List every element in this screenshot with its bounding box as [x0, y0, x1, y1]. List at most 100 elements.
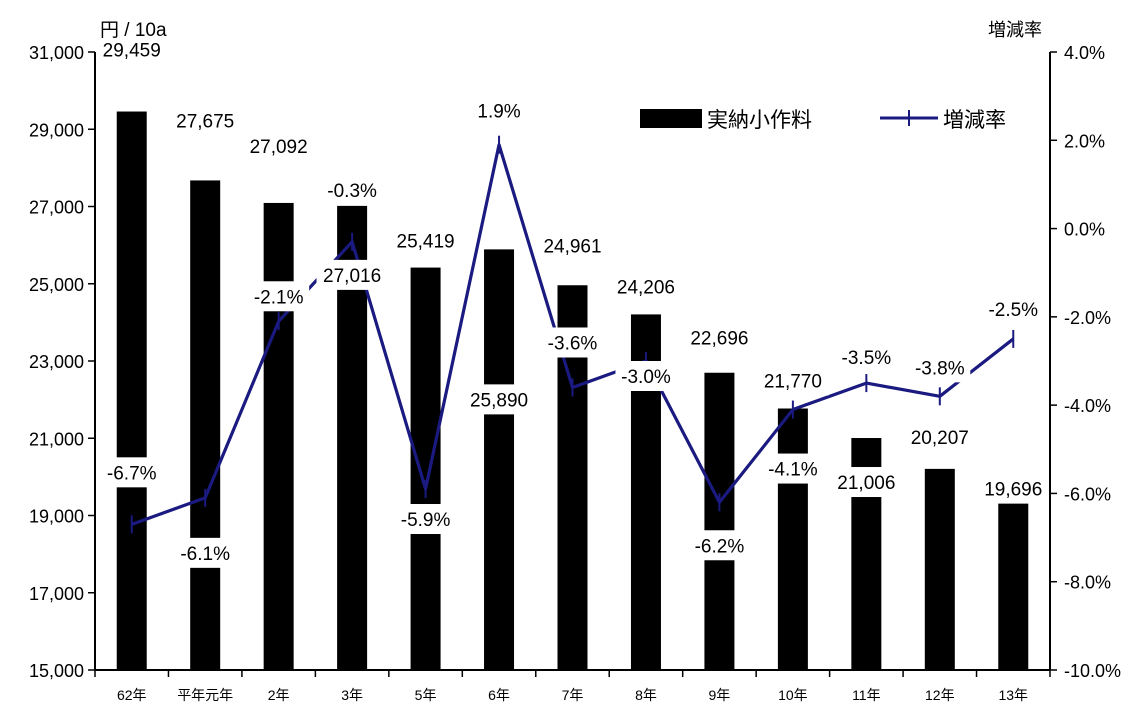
bar-value-label-bg	[463, 384, 535, 415]
left-axis-tick-label: 15,000	[29, 661, 84, 681]
bar	[924, 468, 955, 670]
bar	[484, 249, 515, 670]
bar	[263, 202, 294, 670]
bar-value-label-bg	[536, 230, 609, 261]
bar	[998, 488, 1029, 670]
bar-value-label-bg	[830, 467, 902, 498]
bar-value-label-bg	[683, 322, 756, 353]
rate-value-label: -2.5%	[988, 300, 1038, 321]
rate-value-label-bg	[395, 504, 457, 535]
left-axis-tick-label: 31,000	[29, 43, 84, 63]
rate-value-label-bg	[835, 342, 897, 373]
rate-value-label: -2.1%	[254, 287, 304, 308]
right-axis-tick-label: -10.0%	[1064, 661, 1121, 681]
rate-value-label: 1.9%	[477, 102, 520, 123]
labels-layer: 29,459 27,675 27,092 27,016 25,419 25,890 24,9…	[96, 34, 1049, 568]
left-axis-tick-label: 29,000	[29, 120, 84, 140]
bar-value-label: 27,092	[250, 137, 308, 158]
bar-value-label: 21,006	[837, 473, 895, 494]
right-axis-tick-label: 0.0%	[1064, 220, 1105, 240]
bar-value-label-bg	[977, 473, 1049, 504]
x-axis-tick-label: 62年	[117, 687, 147, 703]
rate-value-label: -3.6%	[548, 333, 598, 354]
right-axis-tick-label: -8.0%	[1064, 573, 1111, 593]
bar-value-label: 24,961	[543, 236, 601, 257]
bar-value-label-bg	[904, 421, 976, 452]
x-axis-tick-label: 3年	[341, 687, 363, 703]
x-axis-tick-label: 8年	[635, 687, 657, 703]
right-axis-tick-label: -4.0%	[1064, 396, 1111, 416]
left-axis-unit-label: 円 / 10a	[100, 20, 167, 41]
x-axis-tick-label: 11年	[852, 687, 881, 703]
rate-value-label-bg	[762, 453, 824, 484]
bar-value-label: 22,696	[690, 329, 748, 350]
rate-value-label-bg	[542, 327, 603, 358]
bar	[704, 372, 735, 670]
left-axis-tick-label: 27,000	[29, 198, 84, 218]
left-axis-tick-label: 17,000	[29, 584, 84, 604]
bar-value-label-bg	[757, 365, 829, 396]
left-axis-tick-label: 23,000	[29, 352, 84, 372]
right-axis-tick-label: 4.0%	[1064, 43, 1105, 63]
x-axis-tick-label: 12年	[925, 687, 955, 703]
x-axis-tick-label: 6年	[488, 687, 510, 703]
rate-value-label: -5.9%	[401, 510, 451, 531]
bar-value-label-bg	[96, 34, 168, 65]
bar	[190, 180, 221, 670]
bar-value-label: 19,696	[984, 480, 1042, 501]
rate-value-label-bg	[473, 95, 525, 126]
x-axis-tick-label: 5年	[415, 687, 437, 703]
bar-value-label: 20,207	[911, 428, 969, 449]
rate-value-label-bg	[174, 537, 236, 568]
x-axis-tick-label: 9年	[709, 687, 731, 703]
x-axis-tick-label: 平年元年	[177, 687, 233, 703]
right-axis-tick-label: 2.0%	[1064, 131, 1105, 151]
x-axis-tick-label: 13年	[998, 687, 1028, 703]
axes-layer: 15,000 17,000 19,000 21,000 23,000 25,000 27,0…	[29, 43, 1121, 703]
bar-value-label: 25,890	[470, 390, 528, 411]
rate-value-label-bg	[909, 352, 971, 383]
bar-value-label: 25,419	[397, 232, 455, 253]
bar-value-label: 29,459	[103, 41, 161, 62]
right-axis-tick-label: -6.0%	[1064, 484, 1111, 504]
bar	[777, 408, 808, 670]
bar-value-label-bg	[169, 105, 241, 136]
left-axis-tick-label: 25,000	[29, 275, 84, 295]
rate-value-label: -4.1%	[768, 460, 818, 481]
right-axis-unit-label: 増減率	[988, 20, 1042, 40]
legend-line-label: 増減率	[943, 109, 1006, 132]
rate-value-label: -3.5%	[842, 348, 892, 369]
rate-value-label: -3.0%	[621, 367, 671, 388]
x-axis-tick-label: 2年	[268, 687, 290, 703]
rate-value-label: -0.3%	[327, 181, 377, 202]
right-axis-tick-label: -2.0%	[1064, 308, 1111, 328]
left-axis-tick-label: 19,000	[29, 507, 84, 527]
bar-value-label: 27,675	[176, 111, 234, 132]
legend-bar-swatch	[640, 109, 702, 128]
bar-value-label: 24,206	[617, 277, 675, 298]
legend-bar-label: 実納小作料	[707, 109, 812, 132]
rate-value-label: -6.1%	[180, 544, 230, 565]
left-axis-tick-label: 21,000	[29, 429, 84, 449]
bar-value-label: 21,770	[764, 372, 822, 393]
bar-value-label-bg	[610, 271, 682, 302]
bar	[410, 267, 441, 670]
bar-value-label-bg	[243, 130, 315, 161]
bar-value-label-bg	[389, 225, 462, 256]
rate-value-label-bg	[321, 174, 383, 205]
rate-value-label-bg	[101, 457, 163, 488]
x-axis-tick-label: 10年	[778, 687, 808, 703]
rate-value-label-bg	[615, 361, 677, 391]
rate-value-label: -3.8%	[915, 358, 965, 379]
rate-value-label: -6.7%	[107, 463, 157, 484]
rate-value-label: -6.2%	[695, 536, 745, 557]
rate-value-label-bg	[248, 281, 310, 312]
legend: 実納小作料 増減率	[640, 109, 1006, 132]
x-axis-tick-label: 7年	[562, 687, 584, 703]
rate-value-label-bg	[688, 530, 750, 561]
bar-value-label-bg	[316, 259, 388, 290]
line-layer	[130, 135, 1015, 534]
bar-value-label: 27,016	[323, 266, 381, 287]
bar	[116, 111, 147, 671]
